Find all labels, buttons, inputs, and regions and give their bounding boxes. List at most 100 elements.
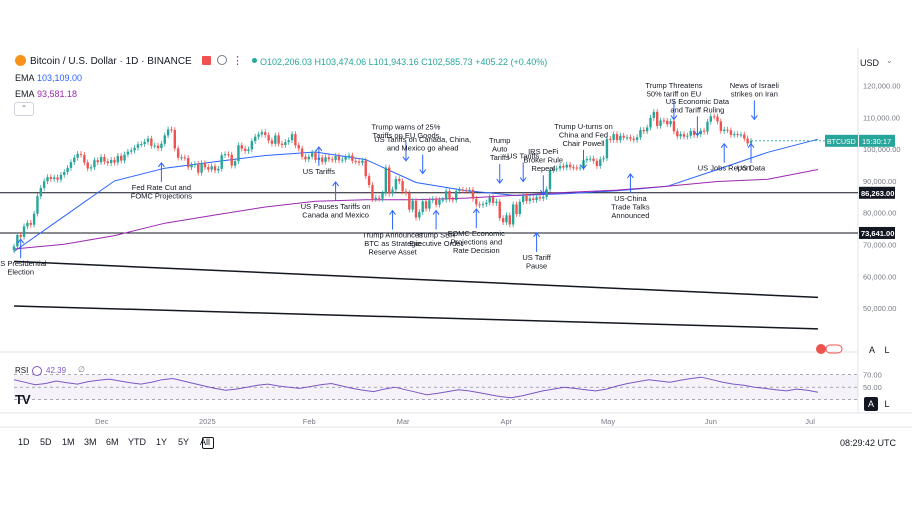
candle-body[interactable] <box>542 196 545 199</box>
candle-body[interactable] <box>736 134 739 136</box>
candle-body[interactable] <box>331 159 334 161</box>
candle-body[interactable] <box>592 158 595 161</box>
candle-body[interactable] <box>719 121 723 131</box>
candle-body[interactable] <box>166 129 170 136</box>
candle-body[interactable] <box>250 141 254 150</box>
candle-body[interactable] <box>702 130 706 132</box>
symbol-title[interactable]: Bitcoin / U.S. Dollar · 1D · BINANCE <box>30 56 192 67</box>
candle-body[interactable] <box>535 197 538 200</box>
candle-body[interactable] <box>19 235 22 237</box>
rsi-auto-scale-button[interactable]: A <box>864 397 878 411</box>
candle-body[interactable] <box>411 200 414 210</box>
candle-body[interactable] <box>83 154 86 163</box>
candle-body[interactable] <box>310 152 314 157</box>
candle-body[interactable] <box>314 152 317 160</box>
candle-body[interactable] <box>173 130 176 149</box>
candle-body[interactable] <box>632 138 635 140</box>
candle-body[interactable] <box>267 135 270 141</box>
candle-body[interactable] <box>669 121 672 125</box>
candle-body[interactable] <box>495 201 498 203</box>
candle-body[interactable] <box>197 164 200 173</box>
share-icon[interactable]: ⋮ <box>232 55 243 67</box>
candle-body[interactable] <box>321 157 324 162</box>
candle-body[interactable] <box>666 120 669 125</box>
rsi-log-scale-button[interactable]: L <box>884 399 890 409</box>
candle-body[interactable] <box>133 147 136 151</box>
candle-body[interactable] <box>146 138 150 142</box>
candle-body[interactable] <box>743 134 746 139</box>
auto-scale-button[interactable]: A <box>868 345 875 355</box>
candle-body[interactable] <box>699 130 702 135</box>
candle-body[interactable] <box>461 189 465 191</box>
candle-body[interactable] <box>347 155 351 158</box>
candle-body[interactable] <box>193 164 197 166</box>
candle-body[interactable] <box>274 135 277 144</box>
candle-body[interactable] <box>69 162 73 168</box>
candle-body[interactable] <box>448 191 451 200</box>
candle-body[interactable] <box>304 156 307 160</box>
candle-body[interactable] <box>56 177 59 180</box>
candle-body[interactable] <box>287 140 290 143</box>
rsi-settings-icon[interactable] <box>32 366 42 376</box>
candle-body[interactable] <box>32 213 36 225</box>
candle-body[interactable] <box>565 164 568 168</box>
candle-body[interactable] <box>656 111 659 126</box>
candle-body[interactable] <box>257 134 260 137</box>
candle-body[interactable] <box>367 176 371 186</box>
candle-body[interactable] <box>552 169 555 171</box>
candle-body[interactable] <box>428 200 431 209</box>
candle-body[interactable] <box>160 143 163 149</box>
candle-body[interactable] <box>676 131 679 137</box>
candle-body[interactable] <box>706 121 709 132</box>
candle-body[interactable] <box>284 142 287 145</box>
candle-body[interactable] <box>749 140 753 144</box>
candle-body[interactable] <box>501 218 505 223</box>
candle-body[interactable] <box>170 129 173 131</box>
candle-body[interactable] <box>589 158 592 160</box>
candle-body[interactable] <box>116 155 120 163</box>
candle-body[interactable] <box>431 199 434 201</box>
candle-body[interactable] <box>270 140 274 144</box>
timeframe-button-1y[interactable]: 1Y <box>156 437 168 447</box>
candle-body[interactable] <box>16 235 19 247</box>
candle-body[interactable] <box>210 166 213 170</box>
candle-body[interactable] <box>163 135 166 144</box>
candle-body[interactable] <box>143 141 146 144</box>
candle-body[interactable] <box>264 132 267 136</box>
trendline[interactable] <box>13 305 819 330</box>
candle-body[interactable] <box>183 157 187 159</box>
candle-body[interactable] <box>716 116 719 122</box>
candle-body[interactable] <box>254 136 257 142</box>
candle-body[interactable] <box>508 215 511 225</box>
candle-body[interactable] <box>327 157 331 160</box>
candle-body[interactable] <box>377 197 381 199</box>
candle-body[interactable] <box>334 156 337 160</box>
collapse-legend-icon[interactable]: ⌃ <box>14 102 34 116</box>
candle-body[interactable] <box>451 199 455 201</box>
candle-body[interactable] <box>42 181 46 188</box>
candle-body[interactable] <box>575 167 578 169</box>
candle-body[interactable] <box>79 153 83 155</box>
candle-body[interactable] <box>642 130 645 132</box>
candle-body[interactable] <box>89 167 93 169</box>
candle-body[interactable] <box>424 201 428 209</box>
candle-body[interactable] <box>558 165 562 169</box>
candle-body[interactable] <box>381 193 384 199</box>
candle-body[interactable] <box>93 160 96 168</box>
candle-body[interactable] <box>645 127 649 132</box>
candle-body[interactable] <box>689 130 692 136</box>
candle-body[interactable] <box>12 246 16 251</box>
candle-body[interactable] <box>612 134 615 140</box>
candle-body[interactable] <box>150 138 153 146</box>
candle-body[interactable] <box>344 157 347 160</box>
candle-body[interactable] <box>156 145 160 149</box>
candle-body[interactable] <box>180 157 183 159</box>
tradingview-logo[interactable]: TV <box>15 392 31 407</box>
candle-body[interactable] <box>679 134 682 137</box>
candle-body[interactable] <box>619 135 622 141</box>
rsi-label[interactable]: RSI <box>15 366 29 375</box>
candle-body[interactable] <box>39 187 42 197</box>
candle-body[interactable] <box>408 193 411 210</box>
candle-body[interactable] <box>223 154 227 156</box>
